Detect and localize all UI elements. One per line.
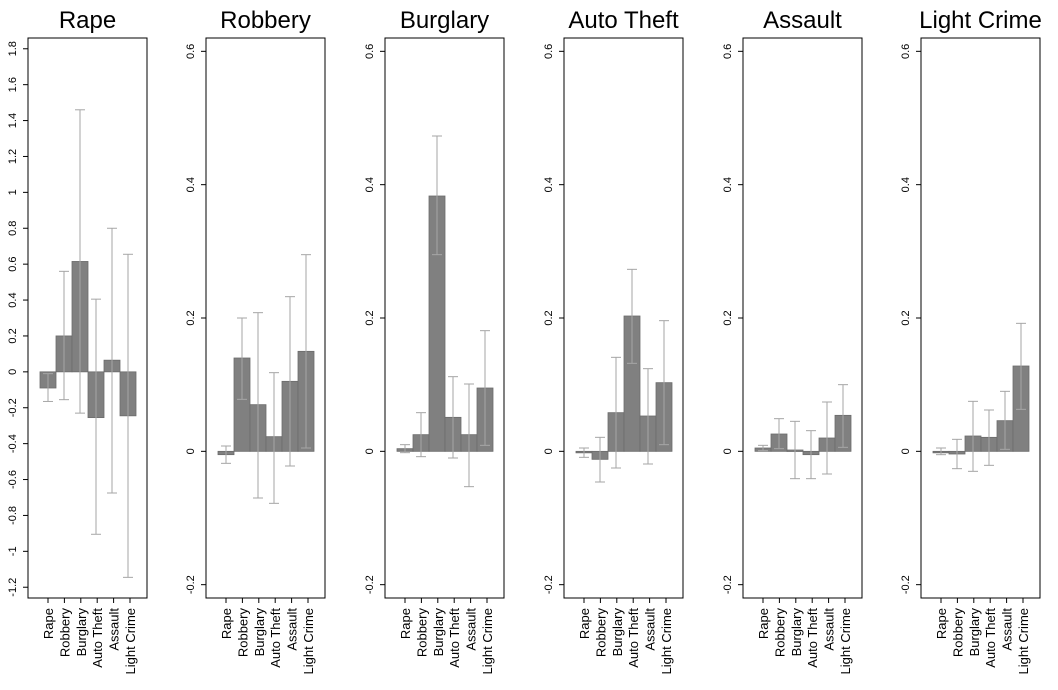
x-tick-label: Light Crime <box>123 608 138 674</box>
panel-title: Burglary <box>400 7 489 34</box>
x-tick-label: Robbery <box>57 608 72 658</box>
y-tick-label: 0 <box>364 448 376 454</box>
panel-title: Assault <box>763 7 842 34</box>
y-tick-label: 0.2 <box>185 310 197 325</box>
y-tick-label: 0.8 <box>7 221 19 236</box>
x-tick-label: Auto Theft <box>447 608 462 668</box>
y-tick-label: 0.6 <box>900 44 912 59</box>
x-tick-label: Auto Theft <box>805 608 820 668</box>
y-tick-label: -0.8 <box>7 506 19 525</box>
x-tick-label: Rape <box>41 608 56 639</box>
y-tick-label: -0.4 <box>7 434 19 453</box>
y-tick-label: 0.4 <box>543 177 555 192</box>
y-tick-label: 1 <box>7 189 19 195</box>
y-tick-label: 0.2 <box>364 310 376 325</box>
x-tick-label: Burglary <box>967 608 982 657</box>
y-tick-label: 0.6 <box>7 257 19 272</box>
panel-assault: Assault -0.2 0 0.2 0.4 0.6 Rape Robbery Burglary… <box>722 7 863 674</box>
y-tick-label: -0.2 <box>543 575 555 594</box>
x-tick-label: Light Crime <box>1016 608 1031 674</box>
plot-frame <box>384 37 505 599</box>
y-tick-label: 0 <box>185 448 197 454</box>
y-tick-label: -1 <box>7 546 19 556</box>
x-tick-label: Rape <box>756 608 771 639</box>
x-tick-label: Assault <box>1000 608 1015 651</box>
y-tick-label: 0.4 <box>7 292 19 307</box>
panel-title: Auto Theft <box>568 7 679 34</box>
x-tick-label: Assault <box>107 608 122 651</box>
y-tick-label: -0.2 <box>364 575 376 594</box>
x-tick-label: Burglary <box>74 608 89 657</box>
x-tick-label: Robbery <box>593 608 608 658</box>
x-tick-label: Assault <box>643 608 658 651</box>
x-tick-label: Burglary <box>252 608 267 657</box>
x-tick-label: Burglary <box>610 608 625 657</box>
y-tick-label: 0 <box>7 369 19 375</box>
panel-title: Rape <box>59 7 116 34</box>
panel-rape: Rape -1.2 -1 -0.8 -0.6 -0.4 -0.2 0 0.2 0.4 0.6 0.8 1… <box>7 7 148 674</box>
y-tick-label: 0 <box>900 448 912 454</box>
x-tick-label: Rape <box>219 608 234 639</box>
panel-light-crime: Light Crime -0.2 0 0.2 0.4 0.6 Rape Robbery Burg… <box>900 7 1042 674</box>
x-tick-label: Robbery <box>414 608 429 658</box>
y-tick-label: 1.4 <box>7 113 19 128</box>
plot-frame <box>563 37 684 599</box>
y-tick-label: 0.4 <box>364 177 376 192</box>
x-tick-label: Rape <box>934 608 949 639</box>
plot-frame <box>920 37 1041 599</box>
panel-title: Light Crime <box>919 7 1042 34</box>
x-tick-label: Auto Theft <box>268 608 283 668</box>
y-tick-label: -0.2 <box>900 575 912 594</box>
y-tick-label: 0.6 <box>364 44 376 59</box>
x-tick-label: Rape <box>398 608 413 639</box>
plot-frame <box>742 37 863 599</box>
panel-title: Robbery <box>220 7 311 34</box>
y-tick-label: 0.6 <box>722 44 734 59</box>
x-tick-label: Robbery <box>235 608 250 658</box>
x-tick-label: Auto Theft <box>626 608 641 668</box>
y-tick-label: 0.4 <box>900 177 912 192</box>
y-tick-label: 0.2 <box>722 310 734 325</box>
y-tick-label: -0.2 <box>185 575 197 594</box>
y-tick-label: 0.6 <box>543 44 555 59</box>
x-tick-label: Assault <box>822 608 837 651</box>
x-tick-label: Assault <box>285 608 300 651</box>
plot-frame <box>205 37 326 599</box>
y-tick-label: 0.2 <box>543 310 555 325</box>
y-tick-label: 0.2 <box>900 310 912 325</box>
x-tick-label: Robbery <box>772 608 787 658</box>
x-tick-label: Burglary <box>431 608 446 657</box>
y-tick-label: 1.6 <box>7 77 19 92</box>
y-tick-label: 1.2 <box>7 149 19 164</box>
x-tick-label: Assault <box>464 608 479 651</box>
x-tick-label: Burglary <box>789 608 804 657</box>
y-tick-label: 0.6 <box>185 44 197 59</box>
plot-frame <box>27 37 148 599</box>
x-tick-label: Light Crime <box>301 608 316 674</box>
y-tick-label: -0.6 <box>7 470 19 489</box>
y-tick-label: 0.2 <box>7 328 19 343</box>
x-tick-label: Light Crime <box>838 608 853 674</box>
y-tick-label: 0 <box>543 448 555 454</box>
y-tick-label: 0.4 <box>722 177 734 192</box>
panel-auto-theft: Auto Theft -0.2 0 0.2 0.4 0.6 Rape Robbery Burgl… <box>543 7 684 674</box>
y-tick-label: 1.8 <box>7 41 19 56</box>
y-tick-label: -1.2 <box>7 578 19 597</box>
y-tick-label: 0.4 <box>185 177 197 192</box>
y-tick-label: -0.2 <box>722 575 734 594</box>
y-tick-label: 0 <box>722 448 734 454</box>
x-tick-label: Rape <box>577 608 592 639</box>
x-tick-label: Auto Theft <box>983 608 998 668</box>
x-tick-label: Auto Theft <box>90 608 105 668</box>
x-tick-label: Robbery <box>950 608 965 658</box>
y-tick-label: -0.2 <box>7 398 19 417</box>
x-tick-label: Light Crime <box>659 608 674 674</box>
x-tick-label: Light Crime <box>480 608 495 674</box>
